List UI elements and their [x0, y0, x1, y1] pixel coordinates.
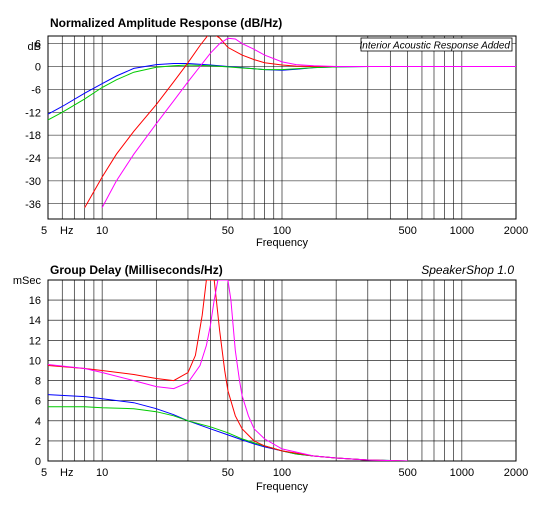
group-delay-y-tick-label: 2	[35, 436, 41, 448]
amplitude-series-3-line	[84, 36, 391, 208]
amplitude-y-tick-label: -36	[25, 199, 41, 211]
amplitude-x-tick-label: 1000	[450, 225, 474, 237]
group-delay-x-tick-label: 5	[41, 467, 47, 479]
annotation-box	[360, 37, 513, 52]
amplitude-x-tick-label: 10	[96, 225, 108, 237]
group-delay-y-tick-label: 8	[35, 376, 41, 388]
group-delay-series-group	[48, 280, 408, 461]
group-delay-y-tick-label: 16	[29, 295, 41, 307]
group-delay-x-tick-label: 1000	[450, 467, 474, 479]
amplitude-series-group	[48, 36, 516, 208]
group-delay-plot-frame	[47, 279, 517, 462]
amplitude-x-unit: Hz	[60, 225, 73, 237]
brand-label: SpeakerShop 1.0	[421, 263, 514, 277]
group-delay-y-tick-label: 6	[35, 396, 41, 408]
amplitude-y-tick-label: -24	[25, 153, 41, 165]
amplitude-chart-title: Normalized Amplitude Response (dB/Hz)	[50, 16, 282, 30]
group-delay-x-tick-label: 100	[273, 467, 291, 479]
group-delay-y-unit: mSec	[13, 275, 42, 287]
amplitude-x-axis-label: Frequency	[256, 237, 308, 249]
amplitude-y-tick-label: 6	[35, 39, 41, 51]
amplitude-chart: Normalized Amplitude Response (dB/Hz) dB…	[25, 16, 528, 249]
amplitude-series-4-line	[101, 37, 516, 208]
group-delay-y-tick-label: 12	[29, 335, 41, 347]
group-delay-series-3-line	[48, 280, 408, 461]
amplitude-x-tick-label: 5	[41, 225, 47, 237]
amplitude-y-tick-label: -18	[25, 130, 41, 142]
group-delay-series-4-line	[48, 280, 408, 461]
group-delay-x-axis-label: Frequency	[256, 481, 308, 493]
group-delay-x-tick-label: 500	[399, 467, 417, 479]
group-delay-y-tick-label: 10	[29, 355, 41, 367]
annotation-text: Interior Acoustic Response Added	[360, 41, 511, 52]
amplitude-x-tick-label: 100	[273, 225, 291, 237]
amplitude-y-tick-labels: 6 0 -6 -12 -18 -24 -30 -36	[25, 39, 41, 211]
amplitude-grid	[48, 36, 517, 219]
amplitude-y-unit: dB	[28, 41, 41, 53]
group-delay-y-tick-labels: 16 14 12 10 8 6 4 2 0	[29, 295, 41, 468]
amplitude-y-tick-label: -6	[31, 84, 41, 96]
amplitude-x-tick-label: 500	[399, 225, 417, 237]
amplitude-series-2-line	[48, 64, 391, 121]
group-delay-y-tick-label: 14	[29, 315, 41, 327]
amplitude-y-tick-label: -12	[25, 107, 41, 119]
group-delay-x-tick-label: 2000	[504, 467, 528, 479]
amplitude-y-tick-label: -30	[25, 176, 41, 188]
group-delay-chart-title: Group Delay (Milliseconds/Hz)	[50, 263, 223, 277]
group-delay-chart: Group Delay (Milliseconds/Hz) SpeakerSho…	[13, 263, 528, 493]
group-delay-x-tick-label: 50	[222, 467, 234, 479]
amplitude-y-tick-label: 0	[35, 62, 41, 74]
amplitude-x-tick-labels: 5 10 50 100 500 1000 2000	[41, 225, 528, 237]
group-delay-y-tick-label: 0	[35, 456, 41, 468]
group-delay-grid	[48, 280, 517, 462]
amplitude-x-tick-label: 2000	[504, 225, 528, 237]
group-delay-x-tick-labels: 5 10 50 100 500 1000 2000	[41, 467, 528, 479]
group-delay-x-tick-label: 10	[96, 467, 108, 479]
group-delay-y-tick-label: 4	[35, 416, 41, 428]
amplitude-x-tick-label: 50	[222, 225, 234, 237]
group-delay-x-unit: Hz	[60, 467, 73, 479]
amplitude-plot-frame	[47, 35, 517, 220]
